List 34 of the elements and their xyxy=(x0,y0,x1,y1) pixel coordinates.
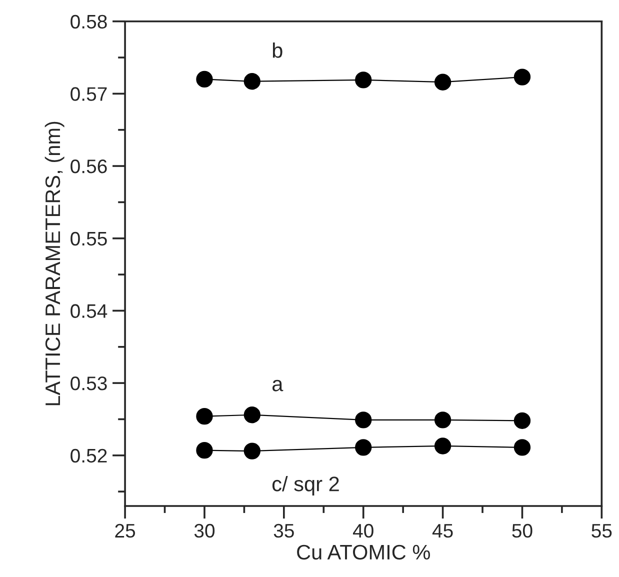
y-tick-label: 0.52 xyxy=(70,448,107,463)
point xyxy=(514,68,531,86)
y-tick-label: 0.58 xyxy=(70,14,107,29)
y-axis-title: LATTICE PARAMETERS, (nm) xyxy=(44,122,64,406)
point xyxy=(434,438,452,454)
point xyxy=(196,408,213,425)
x-tick-label: 40 xyxy=(352,524,374,538)
y-tick-label: 0.57 xyxy=(70,87,107,101)
point xyxy=(196,442,213,459)
series-label: b xyxy=(272,42,282,58)
series-label: c/ sqr 2 xyxy=(272,476,339,496)
point xyxy=(434,412,452,428)
x-axis-title: Cu ATOMIC % xyxy=(297,544,430,560)
x-tick-label: 45 xyxy=(432,524,453,538)
y-tick-label: 0.56 xyxy=(70,159,107,174)
x-tick-label: 55 xyxy=(592,524,612,538)
y-tick-label: 0.55 xyxy=(70,232,107,246)
point xyxy=(355,72,372,88)
point xyxy=(434,74,452,90)
point xyxy=(355,412,372,428)
x-tick-label: 30 xyxy=(194,524,215,538)
point xyxy=(244,73,260,90)
point xyxy=(514,439,531,456)
point xyxy=(244,442,260,460)
y-tick-label: 0.54 xyxy=(70,304,108,318)
series-label: a xyxy=(272,380,284,392)
y-tick-label: 0.53 xyxy=(70,376,107,390)
x-tick-label: 50 xyxy=(512,524,532,538)
x-tick-label: 25 xyxy=(115,524,136,538)
point xyxy=(196,70,213,88)
point xyxy=(514,412,531,429)
point xyxy=(355,439,372,456)
x-tick-label: 35 xyxy=(274,524,294,538)
point xyxy=(244,406,260,424)
